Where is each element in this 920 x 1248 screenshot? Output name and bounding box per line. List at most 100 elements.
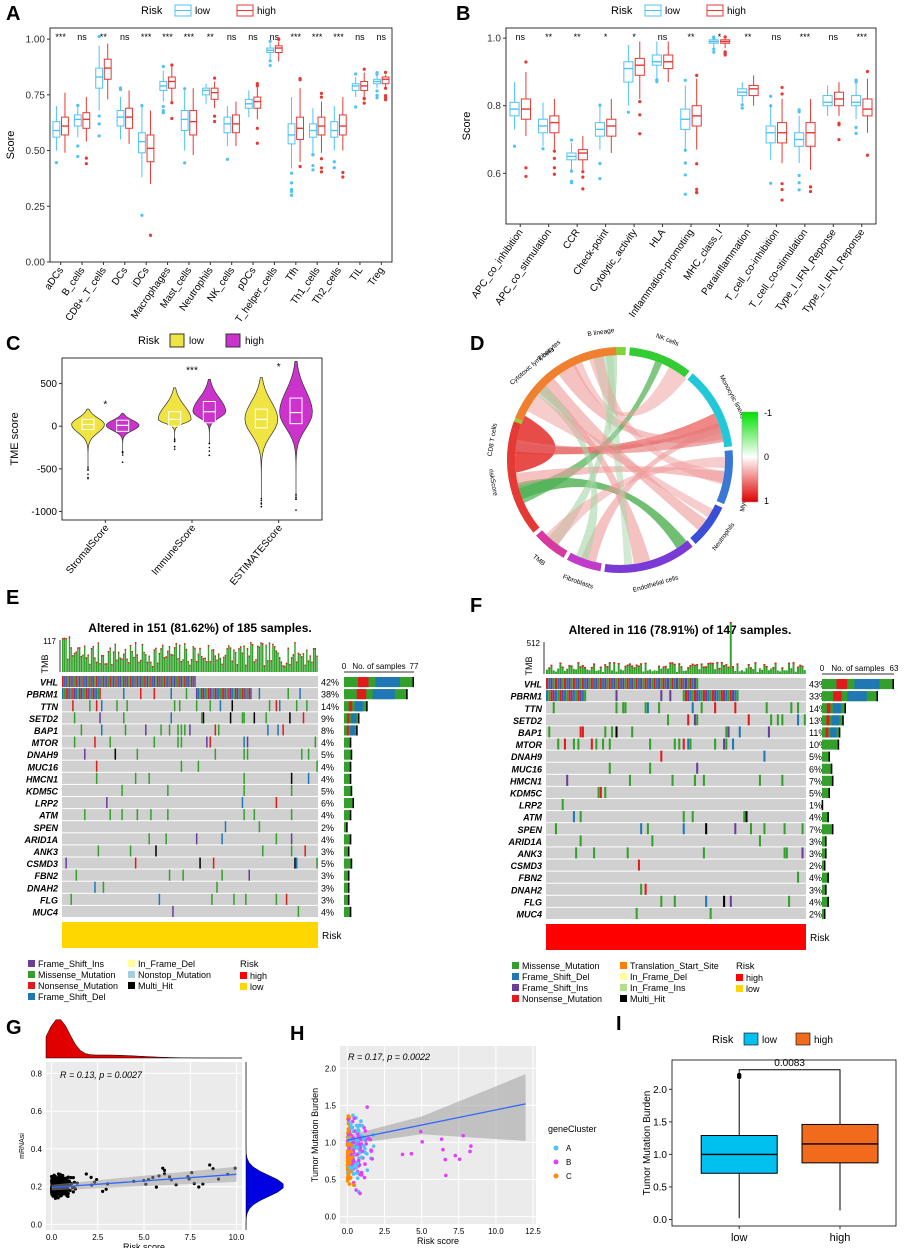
mutation-cell bbox=[698, 690, 701, 702]
gene-label: PBRM1 bbox=[26, 690, 58, 700]
outlier-point bbox=[780, 85, 784, 90]
x-tick-label: 10.0 bbox=[229, 1233, 245, 1242]
tmb-bar bbox=[653, 670, 656, 674]
mutation-cell bbox=[696, 762, 699, 774]
mutation-cell bbox=[770, 714, 773, 726]
sample-count-bar-segment bbox=[372, 689, 395, 700]
outlier-point bbox=[512, 144, 517, 148]
y-axis-label: Tumor Mutation Burden bbox=[310, 1088, 320, 1182]
tmb-bar bbox=[779, 671, 782, 674]
gene-percent: 4% bbox=[321, 811, 334, 821]
outlier-point bbox=[854, 125, 858, 130]
mutation-cell bbox=[611, 678, 614, 690]
tmb-bar-cap bbox=[139, 659, 142, 662]
tmb-bar-cap bbox=[272, 643, 274, 646]
panel-label-i: I bbox=[616, 1013, 622, 1035]
mutation-cell bbox=[109, 736, 111, 748]
tmb-bar bbox=[78, 647, 81, 672]
mutation-cell bbox=[548, 678, 551, 690]
tmb-bar bbox=[572, 668, 575, 674]
mutation-cell bbox=[151, 676, 154, 688]
gene-percent: 3% bbox=[321, 847, 334, 857]
tmb-bar bbox=[608, 662, 611, 674]
tmb-bar bbox=[741, 670, 743, 674]
tmb-bar-cap bbox=[689, 665, 692, 667]
outlier-point bbox=[295, 509, 297, 511]
mutation-cell bbox=[552, 678, 555, 690]
mutation-cell bbox=[307, 772, 310, 784]
gene-label: DNAH2 bbox=[27, 883, 58, 893]
tmb-bar bbox=[691, 663, 694, 674]
sample-count-bar-cap bbox=[825, 848, 827, 859]
y-tick-label: 1.5 bbox=[653, 1117, 667, 1128]
scatter-point bbox=[104, 1187, 108, 1191]
outlier-point bbox=[84, 162, 88, 166]
chord-ribbon bbox=[539, 385, 651, 565]
tmb-bar bbox=[752, 668, 755, 674]
sample-count-bar-segment bbox=[348, 701, 353, 712]
tmb-bar-cap bbox=[640, 663, 643, 665]
tmb-bar bbox=[85, 657, 88, 672]
tmb-bar-cap bbox=[723, 665, 726, 667]
mutation-cell bbox=[684, 678, 688, 690]
outlier-point bbox=[797, 188, 801, 192]
tmb-bar-cap bbox=[709, 662, 712, 664]
y-tick-label: 0.0 bbox=[31, 1220, 43, 1229]
mutation-cell bbox=[119, 676, 122, 688]
tmb-bar bbox=[275, 650, 278, 672]
scatter-point-cluster-B bbox=[351, 1159, 356, 1164]
scatter-point-cluster-A bbox=[360, 1123, 365, 1128]
tmb-bar-cap bbox=[693, 664, 696, 667]
tmb-bar-cap bbox=[221, 663, 223, 665]
chord-ribbon bbox=[518, 361, 663, 503]
tmb-bar bbox=[270, 660, 272, 672]
outlier-point bbox=[97, 114, 101, 118]
tmb-bar bbox=[633, 667, 636, 674]
mutation-cell bbox=[635, 678, 638, 690]
tmb-bar-cap bbox=[78, 647, 81, 649]
outlier-point bbox=[148, 233, 153, 237]
tmb-bar bbox=[689, 665, 692, 674]
significance-label: ns bbox=[515, 32, 525, 42]
tmb-bar bbox=[245, 664, 247, 672]
tmb-bar-cap bbox=[228, 645, 230, 647]
sample-count-bar-cap bbox=[825, 836, 827, 847]
box-body bbox=[287, 123, 296, 145]
tmb-bar bbox=[231, 660, 233, 672]
sample-count-bar-cap bbox=[827, 872, 829, 883]
mutation-cell bbox=[781, 714, 784, 726]
mutation-cell bbox=[221, 869, 223, 881]
outlier-point bbox=[695, 73, 699, 78]
mutation-cell bbox=[644, 702, 647, 714]
gene-label: ANK3 bbox=[516, 849, 542, 859]
mutation-cell bbox=[94, 736, 96, 748]
mutation-cell bbox=[170, 688, 172, 700]
mutation-cell bbox=[682, 738, 685, 750]
x-tick-label: ESTIMATEScore bbox=[228, 523, 285, 588]
mutation-cell bbox=[743, 811, 746, 823]
outlier-point bbox=[87, 473, 89, 476]
tmb-bar bbox=[640, 663, 643, 674]
mutation-cell bbox=[182, 676, 184, 688]
mutation-cell bbox=[97, 845, 100, 857]
outlier-point bbox=[319, 166, 324, 170]
gene-percent: 7% bbox=[809, 825, 822, 835]
box-body bbox=[577, 149, 588, 161]
scatter-point-cluster-B bbox=[453, 1153, 458, 1158]
tmb-bar bbox=[146, 661, 149, 672]
mutation-cell bbox=[275, 893, 278, 905]
tmb-bar-cap bbox=[236, 664, 239, 666]
tmb-bar bbox=[294, 642, 296, 672]
tmb-bar bbox=[206, 661, 208, 672]
scatter-point bbox=[52, 1173, 56, 1177]
gene-percent: 9% bbox=[321, 714, 334, 724]
x-tick-label: CCR bbox=[561, 227, 582, 251]
tmb-bar bbox=[788, 662, 791, 674]
mutation-cell bbox=[62, 688, 64, 700]
legend-title: Risk bbox=[611, 5, 633, 17]
tmb-bar-cap bbox=[727, 666, 730, 669]
mutation-cell bbox=[112, 676, 115, 688]
mutation-cell bbox=[246, 748, 249, 760]
significance-label: ns bbox=[227, 32, 237, 42]
significance-label: * bbox=[604, 32, 608, 42]
